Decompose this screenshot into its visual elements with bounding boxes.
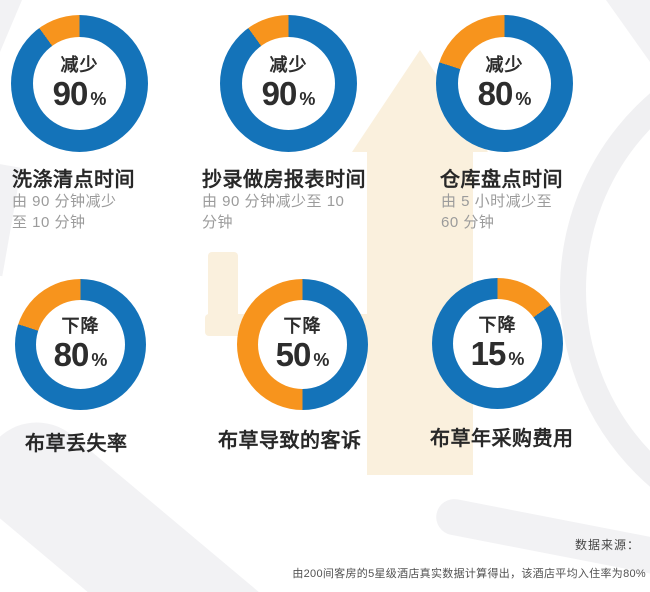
donut-hole: 下降 50 % — [258, 300, 347, 389]
watermark-corner-top-left — [0, 0, 22, 52]
metric-title-linen-purchase-cost: 布草年采购费用 — [430, 428, 574, 450]
metric-subtitle-laundry-count-time: 由 90 分钟减少 至 10 分钟 — [12, 191, 117, 233]
donut-action-label: 减少 — [269, 55, 308, 76]
donut-chart-warehouse-inventory-time: 减少 80 % — [436, 15, 573, 152]
donut-hole: 减少 90 % — [33, 37, 126, 130]
subtitle-line: 至 10 分钟 — [12, 214, 86, 231]
donut-chart-room-report-time: 减少 90 % — [220, 15, 357, 152]
data-source-label: 数据来源： — [574, 538, 640, 552]
donut-action-label: 减少 — [485, 55, 524, 76]
donut-hole: 减少 80 % — [458, 37, 551, 130]
donut-value: 50 % — [275, 336, 330, 374]
donut-action-label: 下降 — [478, 315, 517, 336]
donut-chart-linen-purchase-cost: 下降 15 % — [432, 278, 563, 409]
metric-title-warehouse-inventory-time: 仓库盘点时间 — [440, 169, 563, 191]
metric-title-room-report-time: 抄录做房报表时间 — [202, 169, 366, 191]
donut-chart-laundry-count-time: 减少 90 % — [11, 15, 148, 152]
donut-value: 80 % — [477, 75, 532, 113]
subtitle-line: 60 分钟 — [441, 214, 495, 231]
watermark-corner-top-right — [606, 0, 650, 62]
metric-title-laundry-count-time: 洗涤清点时间 — [12, 169, 135, 191]
subtitle-line: 由 90 分钟减少 — [12, 193, 117, 210]
donut-action-label: 下降 — [283, 316, 322, 337]
donut-chart-linen-loss-rate: 下降 80 % — [15, 279, 146, 410]
watermark-ring — [560, 30, 650, 550]
donut-action-label: 下降 — [61, 316, 100, 337]
donut-action-label: 减少 — [60, 55, 99, 76]
donut-value: 90 % — [261, 75, 316, 113]
subtitle-line: 由 90 分钟减少至 10 — [202, 193, 345, 210]
donut-hole: 下降 80 % — [36, 300, 125, 389]
donut-value: 80 % — [53, 336, 108, 374]
data-source-note: 由200间客房的5星级酒店真实数据计算得出，该酒店平均入住率为80% — [292, 568, 646, 580]
metric-subtitle-room-report-time: 由 90 分钟减少至 10 分钟 — [202, 191, 344, 233]
donut-value: 90 % — [52, 75, 107, 113]
metric-title-linen-complaints: 布草导致的客诉 — [218, 430, 362, 452]
donut-hole: 下降 15 % — [453, 299, 542, 388]
subtitle-line: 分钟 — [202, 214, 234, 231]
subtitle-line: 由 5 小时减少至 — [441, 193, 553, 210]
donut-hole: 减少 90 % — [242, 37, 335, 130]
donut-value: 15 % — [470, 335, 525, 373]
metric-title-linen-loss-rate: 布草丢失率 — [25, 433, 128, 455]
metric-subtitle-warehouse-inventory-time: 由 5 小时减少至 60 分钟 — [441, 191, 552, 233]
donut-chart-linen-complaints: 下降 50 % — [237, 279, 368, 410]
